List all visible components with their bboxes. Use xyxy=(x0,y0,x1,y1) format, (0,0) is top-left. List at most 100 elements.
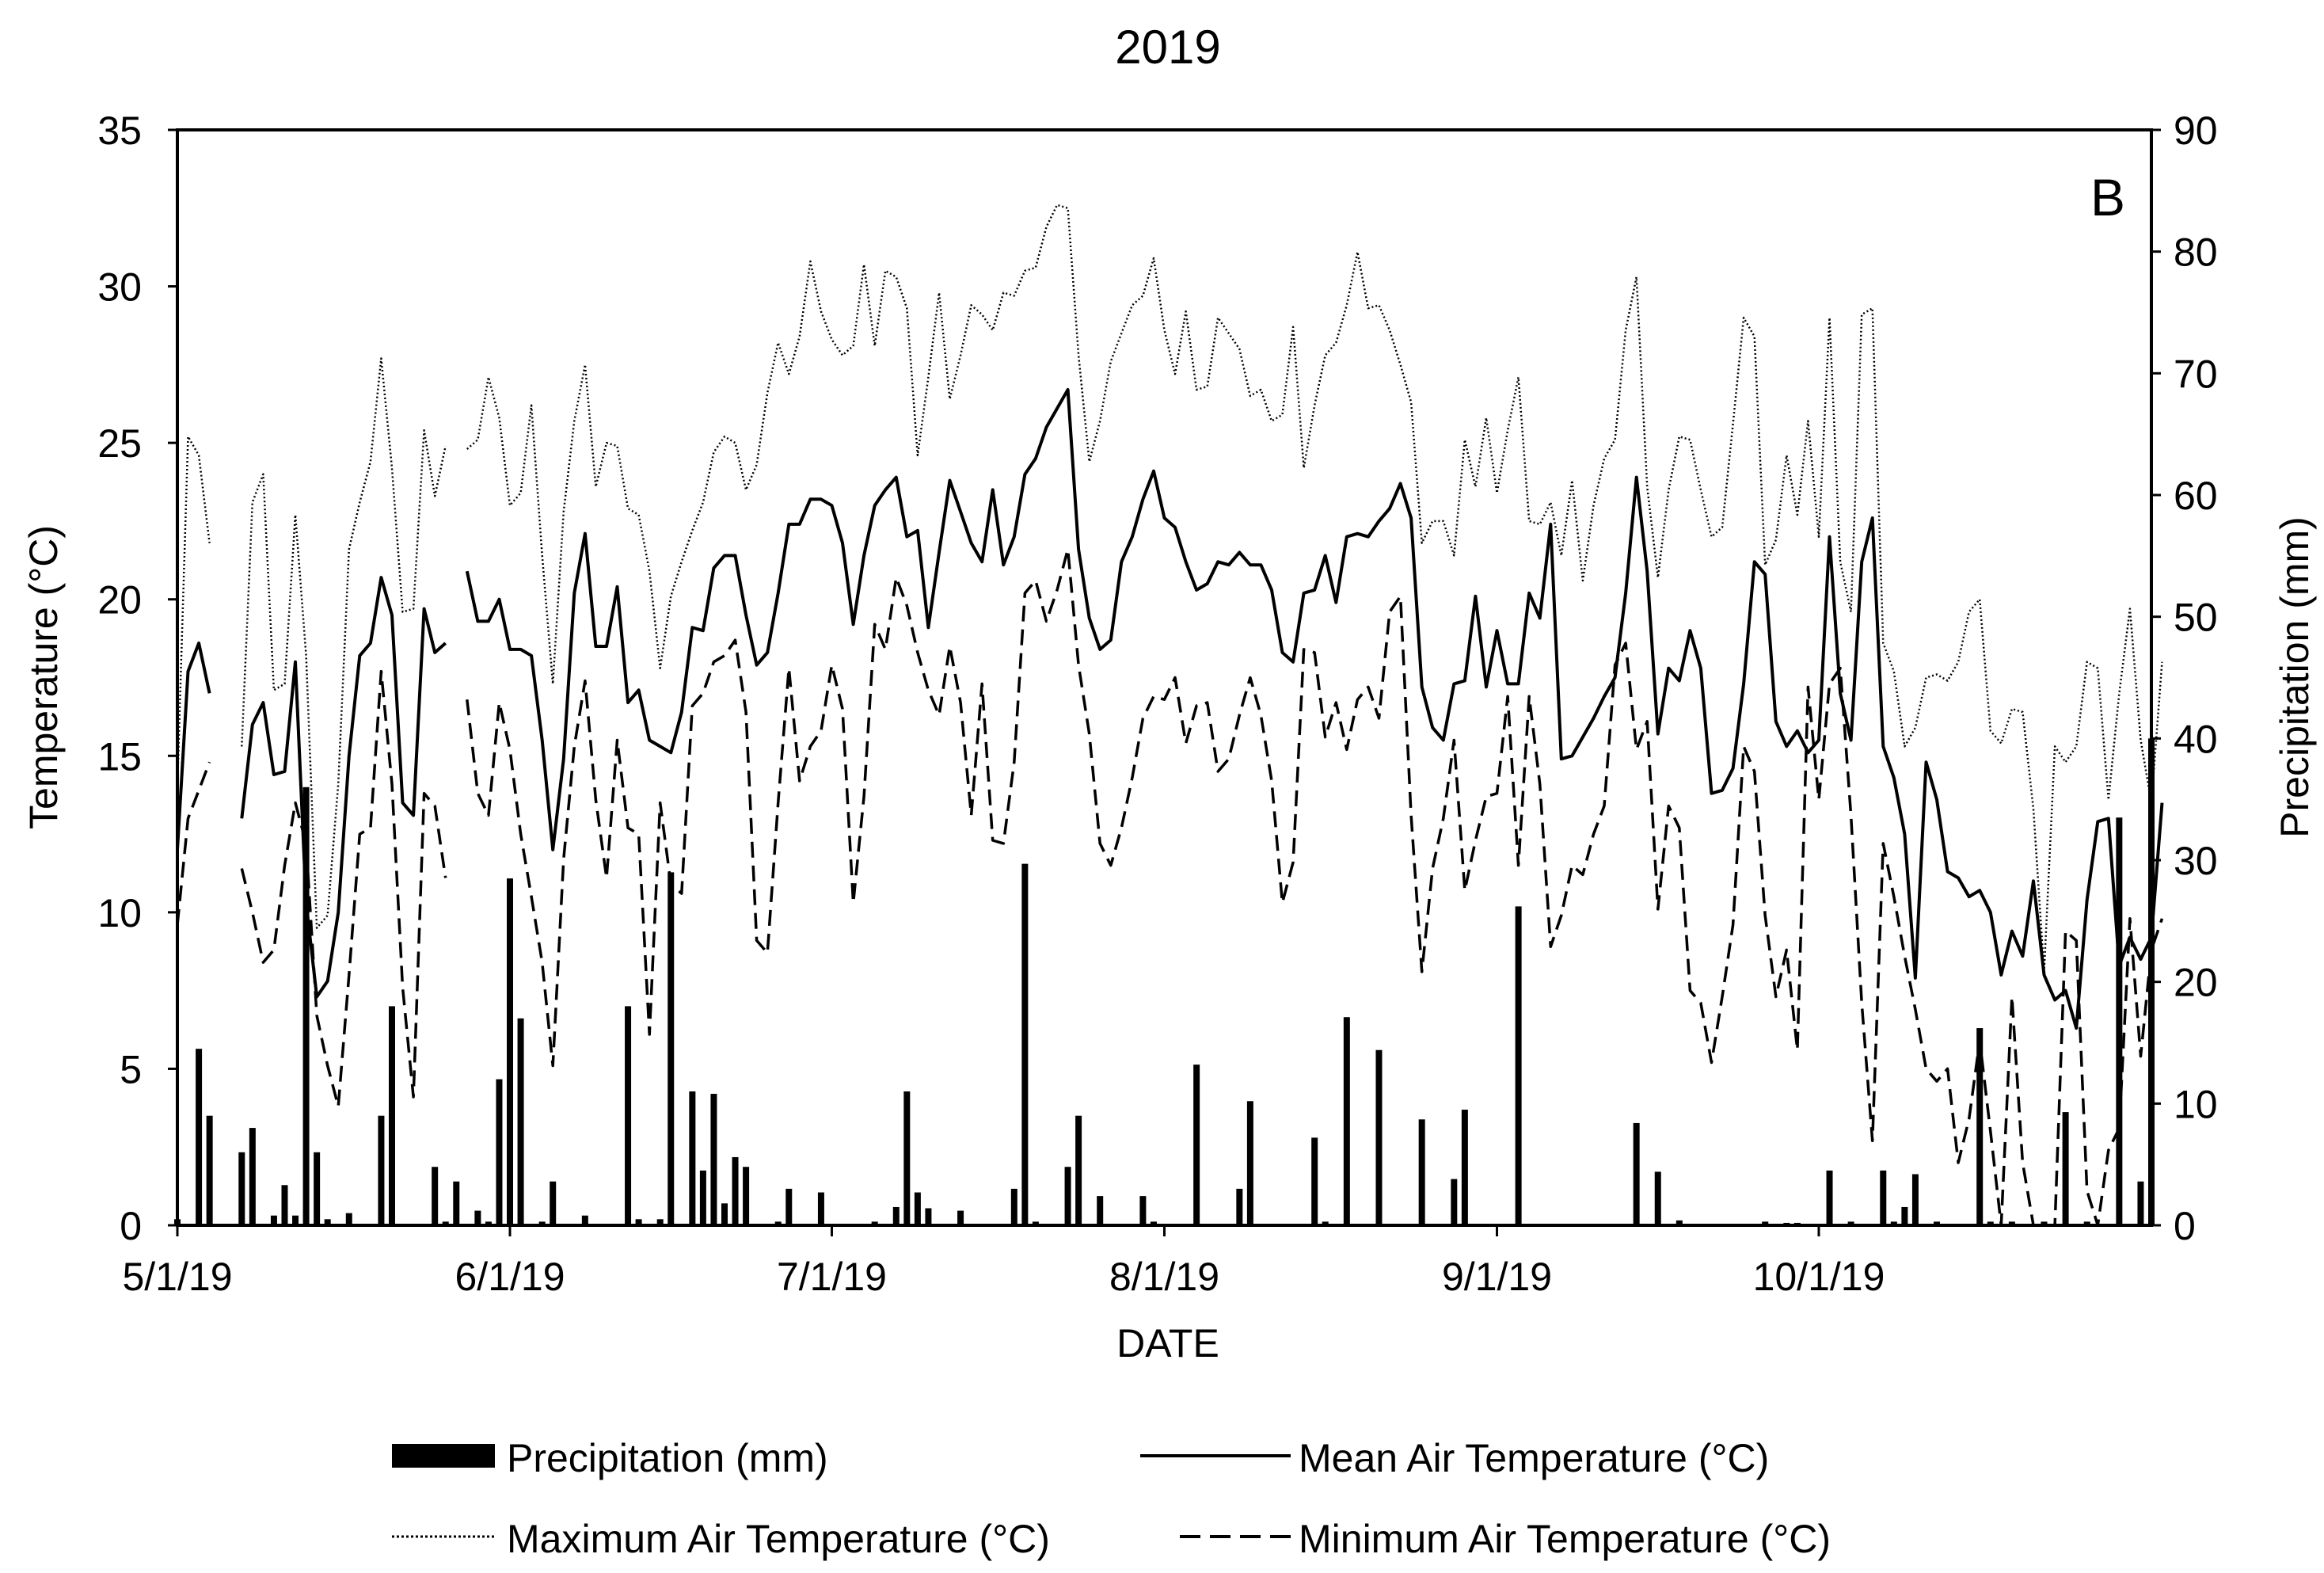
right-y-axis: 0 10 20 30 40 50 60 70 80 90 xyxy=(2151,109,2218,1248)
precipitation-bar xyxy=(1451,1179,1458,1225)
precipitation-bar xyxy=(1911,1174,1919,1225)
precipitation-bar xyxy=(1987,1221,1994,1225)
left-y-tick-label: 15 xyxy=(97,734,142,779)
max-temperature-line xyxy=(176,204,2163,973)
precipitation-bar xyxy=(871,1221,878,1225)
precipitation-bar xyxy=(196,1049,203,1225)
x-tick-label: 5/1/19 xyxy=(122,1255,232,1299)
precipitation-bar xyxy=(2137,1181,2144,1225)
precipitation-bar xyxy=(732,1156,739,1225)
precipitation-bar xyxy=(1826,1170,1833,1225)
precipitation-bar xyxy=(302,786,310,1225)
precipitation-bar xyxy=(314,1152,321,1225)
precipitation-bar xyxy=(270,1215,277,1225)
precipitation-bar xyxy=(1246,1101,1253,1225)
legend-label-min: Minimum Air Temperature (°C) xyxy=(1299,1517,1831,1561)
precipitation-bar xyxy=(442,1221,449,1225)
precipitation-bar xyxy=(1934,1221,1941,1225)
precipitation-bar xyxy=(249,1128,256,1225)
precipitation-bars xyxy=(174,738,2155,1225)
right-y-tick-label: 60 xyxy=(2174,474,2218,518)
y-axis-left-label: Temperature (°C) xyxy=(21,525,66,829)
precipitation-bar xyxy=(1976,1028,1984,1225)
precipitation-bar xyxy=(2116,817,2123,1225)
precipitation-bar xyxy=(206,1115,213,1225)
x-tick-label: 9/1/19 xyxy=(1442,1255,1552,1299)
legend-swatch-precipitation xyxy=(392,1444,495,1468)
min-temperature-line xyxy=(176,547,2164,1227)
precipitation-bar xyxy=(656,1219,664,1225)
right-y-tick-label: 90 xyxy=(2174,109,2218,153)
mean-temperature-line xyxy=(176,388,2164,1030)
precipitation-bar xyxy=(1343,1017,1350,1225)
x-tick-label: 10/1/19 xyxy=(1753,1255,1885,1299)
precipitation-bar xyxy=(668,872,675,1225)
precipitation-bar xyxy=(238,1152,245,1225)
precipitation-bar xyxy=(914,1192,921,1225)
precipitation-bar xyxy=(1236,1188,1243,1225)
precipitation-bar xyxy=(281,1185,288,1225)
precipitation-bar xyxy=(345,1213,352,1225)
precipitation-bar xyxy=(774,1221,782,1225)
precipitation-bar xyxy=(550,1181,557,1225)
precipitation-bar xyxy=(1311,1137,1318,1225)
precipitation-bar xyxy=(432,1167,439,1225)
precipitation-bar xyxy=(892,1206,900,1225)
right-y-tick-label: 80 xyxy=(2174,230,2218,275)
precipitation-bar xyxy=(1461,1110,1468,1225)
precipitation-bar xyxy=(699,1170,706,1225)
precipitation-bar xyxy=(453,1181,460,1225)
precipitation-bar xyxy=(903,1091,911,1225)
precipitation-bar xyxy=(1032,1221,1039,1225)
left-y-tick-label: 10 xyxy=(97,891,142,935)
legend-label-max: Maximum Air Temperature (°C) xyxy=(507,1517,1050,1561)
precipitation-bar xyxy=(710,1094,717,1225)
legend-label-precipitation: Precipitation (mm) xyxy=(507,1436,828,1480)
precipitation-bar xyxy=(1675,1220,1683,1225)
precipitation-bar xyxy=(625,1006,632,1225)
precipitation-bar xyxy=(2062,1112,2069,1225)
precipitation-bar xyxy=(292,1215,299,1225)
precipitation-bar xyxy=(1515,906,1522,1225)
precipitation-bar xyxy=(1064,1167,1071,1225)
precipitation-bar xyxy=(785,1188,793,1225)
precipitation-bar xyxy=(2083,1221,2090,1225)
right-y-tick-label: 40 xyxy=(2174,717,2218,761)
precipitation-bar xyxy=(1901,1206,1908,1225)
precipitation-bar xyxy=(324,1219,331,1225)
precipitation-bar xyxy=(507,878,514,1225)
precipitation-bar xyxy=(1880,1170,1887,1225)
left-y-tick-label: 0 xyxy=(120,1204,142,1248)
precipitation-bar xyxy=(1150,1221,1157,1225)
precipitation-bar xyxy=(689,1091,696,1225)
precipitation-bar xyxy=(1097,1196,1104,1225)
precipitation-bar xyxy=(925,1208,932,1225)
precipitation-bar xyxy=(1322,1221,1329,1225)
precipitation-bar xyxy=(1139,1196,1147,1225)
precipitation-bar xyxy=(1021,863,1029,1225)
right-y-tick-label: 50 xyxy=(2174,596,2218,640)
chart-title: 2019 xyxy=(1115,21,1220,74)
precipitation-bar xyxy=(635,1219,642,1225)
x-tick-label: 7/1/19 xyxy=(777,1255,887,1299)
temperature-lines xyxy=(176,204,2164,1227)
precipitation-bar xyxy=(721,1203,728,1225)
x-axis: 5/1/19 6/1/19 7/1/19 8/1/19 9/1/19 10/1/19 xyxy=(122,1225,1885,1299)
precipitation-bar xyxy=(1633,1122,1640,1225)
precipitation-bar xyxy=(743,1167,750,1225)
precipitation-bar xyxy=(1890,1221,1897,1225)
precipitation-bar xyxy=(1010,1188,1017,1225)
precipitation-bar xyxy=(2041,1221,2048,1225)
left-y-tick-label: 25 xyxy=(97,421,142,466)
precipitation-bar xyxy=(957,1210,964,1225)
left-y-axis: 0 5 10 15 20 25 30 35 xyxy=(97,109,177,1248)
x-tick-label: 8/1/19 xyxy=(1109,1255,1219,1299)
precipitation-bar xyxy=(388,1006,395,1225)
right-y-tick-label: 70 xyxy=(2174,352,2218,396)
precipitation-bar xyxy=(496,1079,503,1225)
x-axis-label: DATE xyxy=(1116,1321,1219,1365)
precipitation-bar xyxy=(1418,1119,1425,1225)
left-y-tick-label: 20 xyxy=(97,578,142,623)
